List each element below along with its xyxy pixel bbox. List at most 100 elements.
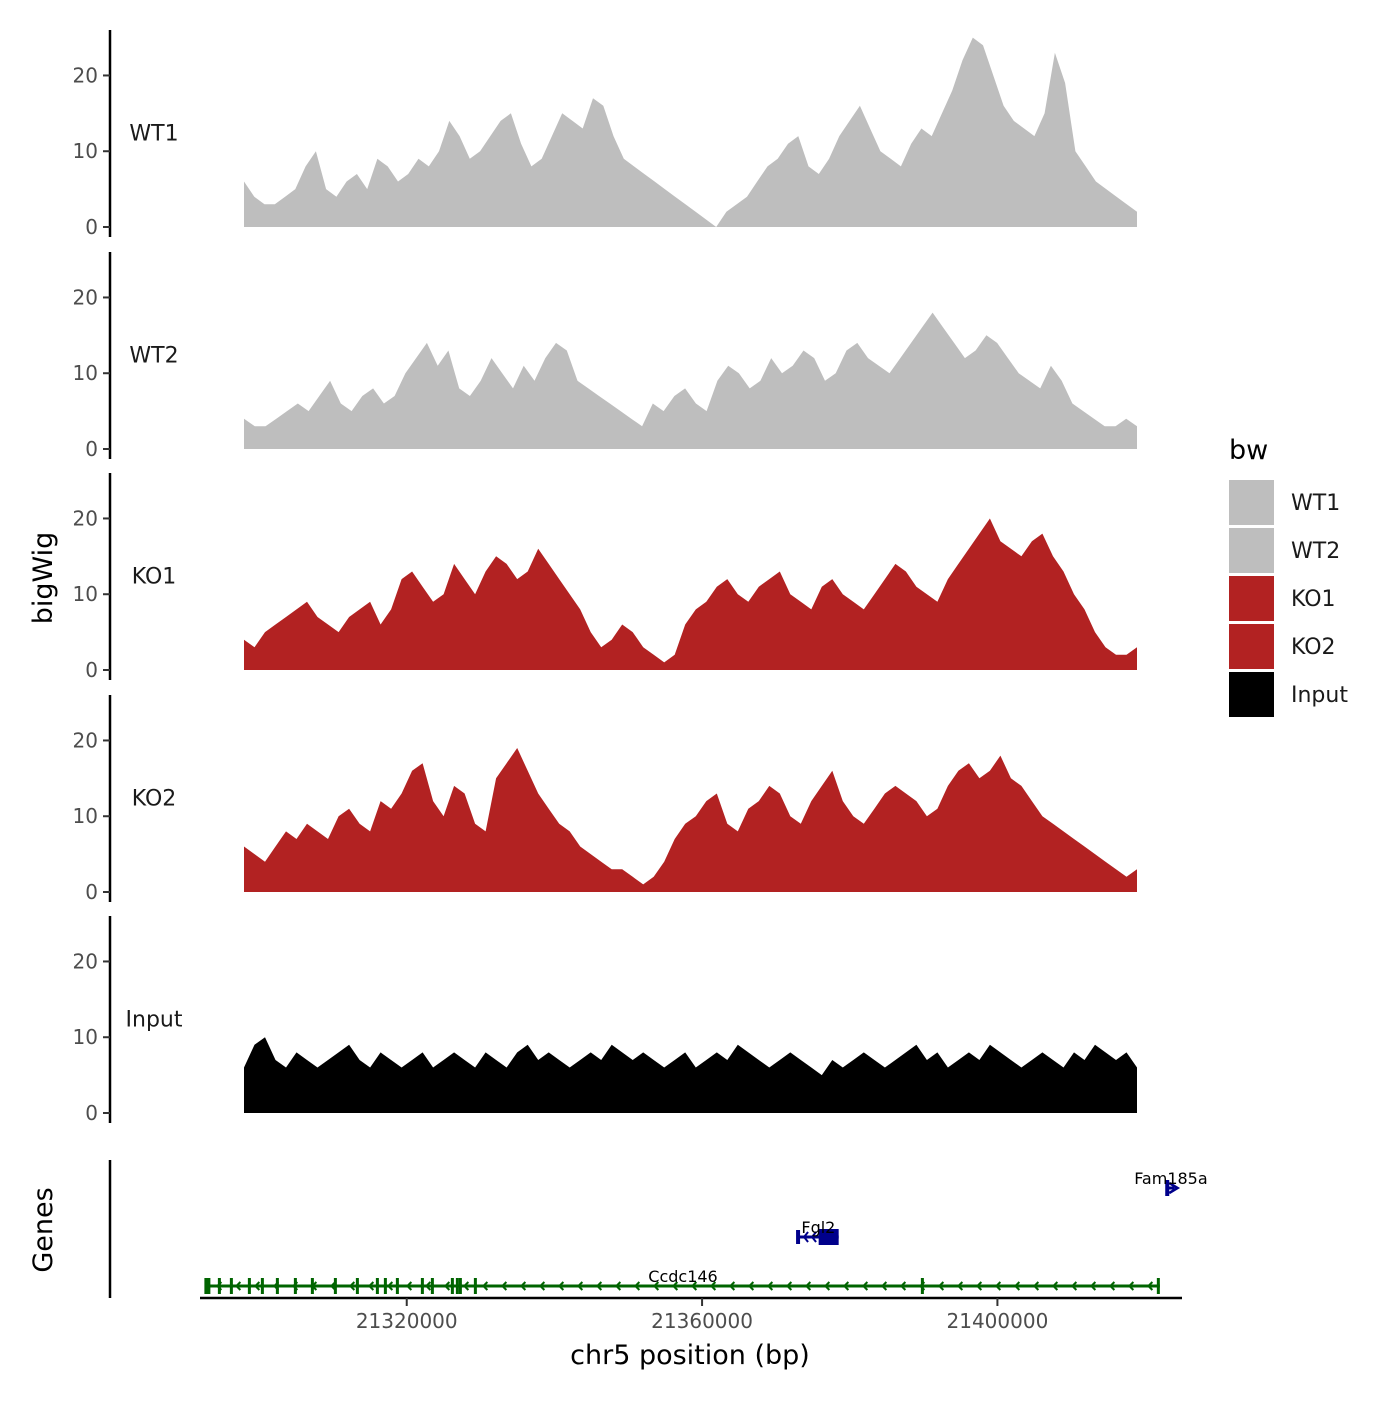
legend-label-wt2: WT2 (1291, 539, 1340, 564)
strand-arrow (348, 1281, 356, 1291)
y-tick-label: 0 (85, 1101, 98, 1125)
legend-swatch-ko1 (1229, 576, 1274, 621)
exon (455, 1278, 459, 1294)
strand-arrow (1089, 1281, 1097, 1291)
exon (1156, 1278, 1160, 1294)
strand-arrow (272, 1281, 280, 1291)
strand-arrow (462, 1281, 470, 1291)
strand-arrow (595, 1281, 603, 1291)
strand-arrow (234, 1281, 242, 1291)
strand-arrow (918, 1281, 926, 1291)
exon (458, 1278, 462, 1294)
strand-arrow (481, 1281, 489, 1291)
legend-swatch-input (1229, 672, 1274, 717)
strand-arrow (956, 1281, 964, 1291)
track-input: 0 10 20 Input (73, 916, 1137, 1125)
track-label-wt2: WT2 (129, 343, 178, 368)
y-tick-label: 20 (73, 285, 98, 309)
strand-arrow (1127, 1281, 1135, 1291)
y-tick-label: 10 (73, 361, 98, 385)
x-tick-label: 21360000 (651, 1309, 753, 1333)
y-tick-label: 10 (73, 139, 98, 163)
legend-label-ko2: KO2 (1291, 635, 1336, 660)
track-wt1: 0 10 20 WT1 (73, 30, 1137, 239)
signal-area-wt1 (244, 37, 1137, 227)
exon (920, 1278, 924, 1294)
strand-arrow (310, 1281, 318, 1291)
strand-arrow (633, 1281, 641, 1291)
legend-title: bw (1229, 435, 1268, 466)
strand-arrow (1108, 1281, 1116, 1291)
strand-arrow (367, 1281, 375, 1291)
strand-arrow (861, 1281, 869, 1291)
legend-label-ko1: KO1 (1291, 587, 1336, 612)
strand-arrow (899, 1281, 907, 1291)
strand-arrow (1032, 1281, 1040, 1291)
legend-swatch-wt2 (1229, 528, 1274, 573)
y-tick-label: 10 (73, 582, 98, 606)
strand-arrow (614, 1281, 622, 1291)
y-tick-label: 10 (73, 804, 98, 828)
gene-track-title: Genes (28, 1187, 59, 1272)
y-tick-label: 0 (85, 215, 98, 239)
x-tick-label: 21320000 (356, 1309, 458, 1333)
exon (430, 1278, 434, 1294)
strand-arrow (405, 1281, 413, 1291)
exon (420, 1278, 424, 1294)
exon (333, 1278, 337, 1294)
track-ko1: 0 10 20 KO1 (73, 473, 1137, 682)
y-axis-title: bigWig (28, 532, 59, 625)
strand-arrow (802, 1231, 809, 1243)
exon (204, 1278, 211, 1294)
exon (217, 1278, 221, 1294)
exon (450, 1278, 454, 1294)
track-label-wt1: WT1 (129, 121, 178, 146)
exon (818, 1229, 839, 1245)
x-axis-title: chr5 position (bp) (570, 1340, 810, 1371)
strand-arrow (1051, 1281, 1059, 1291)
strand-arrow (1168, 1181, 1181, 1195)
gene-fgl2: Fgl2 (796, 1218, 839, 1245)
y-tick-label: 10 (73, 1025, 98, 1049)
signal-area-ko1 (244, 518, 1137, 670)
strand-arrow (576, 1281, 584, 1291)
strand-arrow (500, 1281, 508, 1291)
legend-swatch-wt1 (1229, 480, 1274, 525)
strand-arrow (880, 1281, 888, 1291)
strand-arrow (842, 1281, 850, 1291)
strand-arrow (1013, 1281, 1021, 1291)
y-tick-label: 20 (73, 728, 98, 752)
signal-area-wt2 (244, 312, 1137, 449)
strand-arrow (1146, 1281, 1154, 1291)
strand-arrow (728, 1281, 736, 1291)
strand-arrow (994, 1281, 1002, 1291)
track-label-ko2: KO2 (132, 786, 177, 811)
track-wt2: 0 10 20 WT2 (73, 252, 1137, 461)
legend-swatch-ko2 (1229, 624, 1274, 669)
y-tick-label: 0 (85, 437, 98, 461)
strand-arrow (329, 1281, 337, 1291)
strand-arrow (443, 1281, 451, 1291)
strand-arrow (810, 1231, 817, 1243)
exon (247, 1278, 251, 1294)
exon (473, 1278, 477, 1294)
strand-arrow (424, 1281, 432, 1291)
exon (275, 1278, 279, 1294)
exon (293, 1278, 297, 1294)
strand-arrow (766, 1281, 774, 1291)
track-label-input: Input (126, 1007, 183, 1032)
exon (260, 1278, 264, 1294)
strand-arrow (975, 1281, 983, 1291)
y-tick-label: 0 (85, 880, 98, 904)
gene-label: Fgl2 (801, 1218, 835, 1237)
strand-arrow (804, 1281, 812, 1291)
strand-arrow (823, 1281, 831, 1291)
strand-arrow (937, 1281, 945, 1291)
exon (395, 1278, 399, 1294)
exon (375, 1278, 379, 1294)
strand-arrow (215, 1281, 223, 1291)
legend-label-wt1: WT1 (1291, 491, 1340, 516)
strand-arrow (291, 1281, 299, 1291)
